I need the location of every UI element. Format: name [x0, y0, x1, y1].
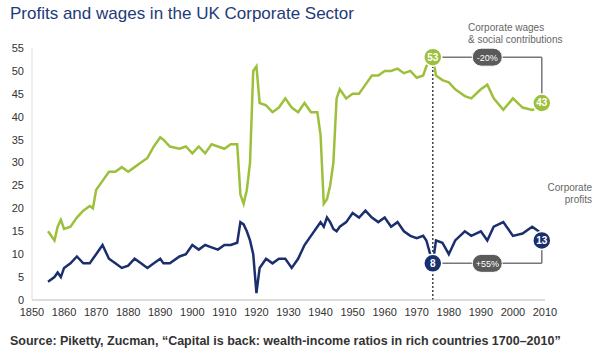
svg-text:10: 10 — [12, 248, 24, 260]
svg-text:0: 0 — [18, 294, 24, 306]
svg-text:1960: 1960 — [372, 306, 396, 318]
svg-text:55: 55 — [12, 42, 24, 54]
svg-text:50: 50 — [12, 65, 24, 77]
html-text:profits: profits — [564, 194, 592, 205]
svg-text:53: 53 — [427, 52, 439, 63]
svg-text:1890: 1890 — [148, 306, 172, 318]
svg-text:1970: 1970 — [405, 306, 429, 318]
svg-text:1940: 1940 — [308, 306, 332, 318]
svg-text:1850: 1850 — [20, 306, 44, 318]
html-text:Corporate: Corporate — [547, 182, 592, 193]
html-text:Profits and wages in the UK Co: Profits and wages in the UK Corporate Se… — [10, 4, 354, 23]
svg-text:1950: 1950 — [340, 306, 364, 318]
svg-text:20: 20 — [12, 202, 24, 214]
html-text:& social contributions: & social contributions — [468, 34, 563, 45]
html-text:Source: Piketty, Zucman, “Capi: Source: Piketty, Zucman, “Capital is bac… — [10, 334, 561, 348]
svg-text:-20%: -20% — [477, 53, 498, 63]
svg-text:8: 8 — [430, 258, 436, 269]
svg-text:1870: 1870 — [84, 306, 108, 318]
svg-text:1910: 1910 — [212, 306, 236, 318]
svg-text:35: 35 — [12, 134, 24, 146]
svg-text:43: 43 — [536, 97, 548, 108]
svg-text:45: 45 — [12, 88, 24, 100]
svg-text:5: 5 — [18, 271, 24, 283]
svg-text:1920: 1920 — [244, 306, 268, 318]
svg-text:40: 40 — [12, 111, 24, 123]
svg-text:1860: 1860 — [52, 306, 76, 318]
svg-text:2010: 2010 — [533, 306, 557, 318]
html-text:Corporate wages: Corporate wages — [468, 22, 545, 33]
svg-text:1900: 1900 — [180, 306, 204, 318]
svg-text:25: 25 — [12, 179, 24, 191]
svg-text:1980: 1980 — [437, 306, 461, 318]
svg-text:13: 13 — [536, 235, 548, 246]
svg-text:1990: 1990 — [469, 306, 493, 318]
svg-text:1930: 1930 — [276, 306, 300, 318]
svg-text:+55%: +55% — [476, 259, 499, 269]
svg-text:15: 15 — [12, 225, 24, 237]
svg-text:2000: 2000 — [501, 306, 525, 318]
svg-text:30: 30 — [12, 156, 24, 168]
svg-text:1880: 1880 — [116, 306, 140, 318]
